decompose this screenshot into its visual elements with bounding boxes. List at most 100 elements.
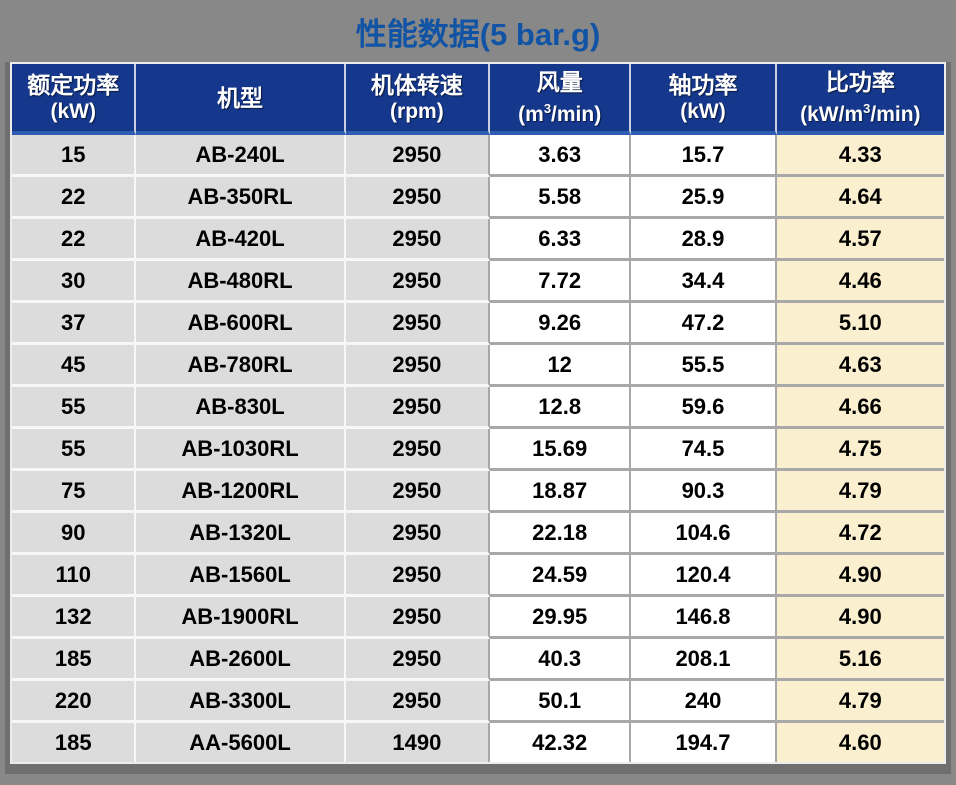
cell: 9.26 [490,303,632,345]
cell: 2950 [345,177,491,219]
cell: AB-830L [136,387,346,429]
cell: 55 [12,387,137,429]
cell: AB-1200RL [136,471,346,513]
column-header-label: 风量 [536,69,583,95]
performance-data-table: 额定功率 (kW) 机型 机体转速 (rpm) 风量 (m3/min) 轴功率 (kW) 比功率(… [10,62,946,764]
cell: 110 [12,555,137,597]
column-header-label: 比功率 [825,69,895,95]
table-row: 110 AB-1560L 2950 24.59 120.4 4.90 [12,555,944,597]
column-header-label: 机体转速 [370,72,463,98]
table-row: 15 AB-240L 2950 3.63 15.7 4.33 [12,135,944,177]
cell: 4.66 [776,387,944,429]
table-row: 220 AB-3300L 2950 50.1 240 4.79 [12,681,944,723]
cell: 2950 [345,345,491,387]
cell: 42.32 [490,723,632,762]
cell: 4.79 [776,471,944,513]
cell: 2950 [345,387,491,429]
cell: AB-1030RL [136,429,346,471]
cell: 30 [12,261,137,303]
cell: 90 [12,513,137,555]
column-header-unit: (kW) [680,100,726,123]
column-header: 机型 [136,64,346,135]
column-header-label: 轴功率 [668,72,738,98]
cell: 2950 [345,471,491,513]
table-row: 22 AB-350RL 2950 5.58 25.9 4.64 [12,177,944,219]
cell: 4.90 [776,597,944,639]
cell: 1490 [345,723,491,762]
table-row: 37 AB-600RL 2950 9.26 47.2 5.10 [12,303,944,345]
cell: 4.33 [776,135,944,177]
cell: 50.1 [490,681,632,723]
cell: 146.8 [631,597,777,639]
table-row: 90 AB-1320L 2950 22.18 104.6 4.72 [12,513,944,555]
superscript-3: 3 [543,101,552,116]
column-header-unit: (m3/min) [518,101,602,126]
cell: AB-240L [136,135,346,177]
cell: 132 [12,597,137,639]
cell: 34.4 [631,261,777,303]
cell: 55.5 [631,345,777,387]
cell: AB-1320L [136,513,346,555]
table-row: 185 AB-2600L 2950 40.3 208.1 5.16 [12,639,944,681]
cell: 74.5 [631,429,777,471]
cell: 22 [12,219,137,261]
column-header-label: 额定功率 [27,72,120,98]
table-row: 55 AB-830L 2950 12.8 59.6 4.66 [12,387,944,429]
table-row: 75 AB-1200RL 2950 18.87 90.3 4.79 [12,471,944,513]
table-body: 15 AB-240L 2950 3.63 15.7 4.33 22 AB-350RL 2950 5… [12,135,944,762]
cell: 2950 [345,513,491,555]
cell: 4.46 [776,261,944,303]
cell: 29.95 [490,597,632,639]
cell: AB-780RL [136,345,346,387]
cell: 24.59 [490,555,632,597]
column-header: 风量 (m3/min) [490,64,632,135]
cell: 4.63 [776,345,944,387]
table-row: 132 AB-1900RL 2950 29.95 146.8 4.90 [12,597,944,639]
cell: 104.6 [631,513,777,555]
column-header-unit: (rpm) [390,100,444,123]
cell: 2950 [345,429,491,471]
cell: 25.9 [631,177,777,219]
cell: 4.75 [776,429,944,471]
cell: 2950 [345,555,491,597]
cell: 2950 [345,135,491,177]
cell: 194.7 [631,723,777,762]
cell: 208.1 [631,639,777,681]
cell: 37 [12,303,137,345]
cell: 220 [12,681,137,723]
header-row: 额定功率 (kW) 机型 机体转速 (rpm) 风量 (m3/min) 轴功率 (kW) 比功率(… [12,64,944,135]
cell: 3.63 [490,135,632,177]
column-header-unit: (kW) [50,100,96,123]
column-header: 比功率 (kW/m3/min) [776,64,944,135]
cell: 4.60 [776,723,944,762]
page-title: 性能数据(5 bar.g) [355,17,601,52]
superscript-3: 3 [863,101,871,116]
table-row: 22 AB-420L 2950 6.33 28.9 4.57 [12,219,944,261]
cell: 185 [12,723,137,762]
cell: AB-480RL [136,261,346,303]
cell: 28.9 [631,219,777,261]
cell: 4.57 [776,219,944,261]
cell: AB-2600L [136,639,346,681]
cell: AB-600RL [136,303,346,345]
cell: 5.16 [776,639,944,681]
cell: 2950 [345,219,491,261]
cell: 4.72 [776,513,944,555]
cell: 185 [12,639,137,681]
cell: AB-3300L [136,681,346,723]
cell: AA-5600L [136,723,346,762]
cell: 2950 [345,261,491,303]
cell: AB-1560L [136,555,346,597]
table-row: 185 AA-5600L 1490 42.32 194.7 4.60 [12,723,944,762]
cell: 7.72 [490,261,632,303]
cell: 2950 [345,597,491,639]
table-row: 30 AB-480RL 2950 7.72 34.4 4.46 [12,261,944,303]
column-header-label: 机型 [217,84,264,111]
cell: 4.64 [776,177,944,219]
column-header: 轴功率 (kW) [631,64,777,135]
cell: 75 [12,471,137,513]
cell: 4.79 [776,681,944,723]
cell: 90.3 [631,471,777,513]
cell: 2950 [345,303,491,345]
table-header: 额定功率 (kW) 机型 机体转速 (rpm) 风量 (m3/min) 轴功率 (kW) 比功率(… [12,64,944,135]
